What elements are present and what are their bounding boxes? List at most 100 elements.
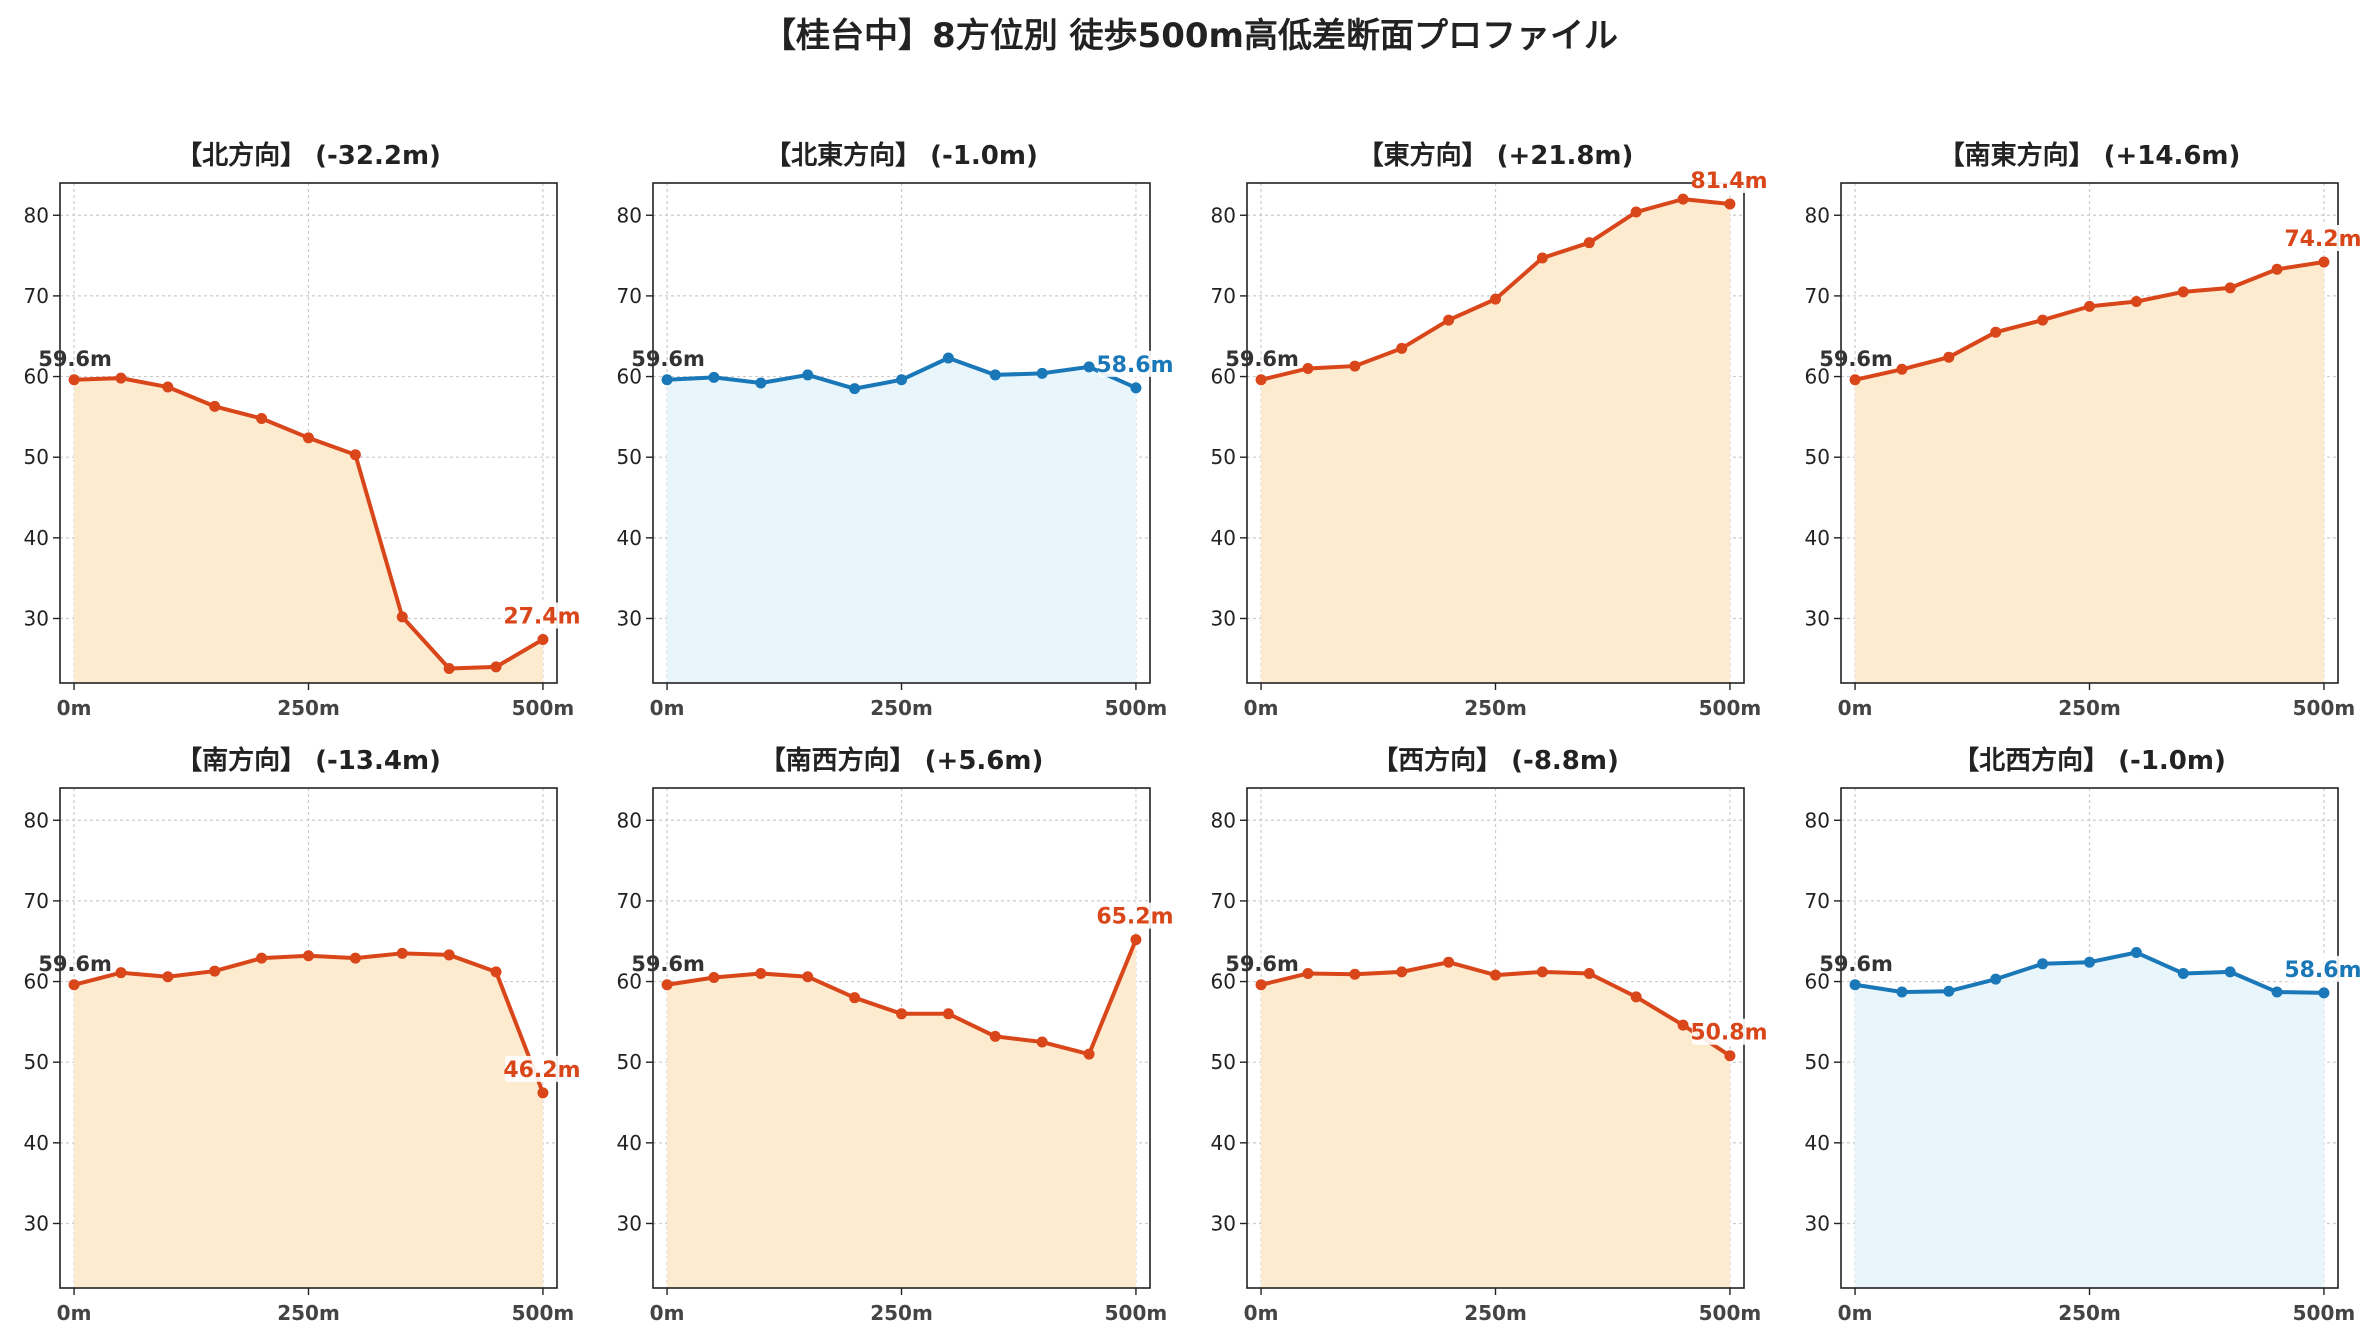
data-point [349,449,361,461]
data-point [1130,382,1142,394]
y-tick-label: 50 [617,445,642,469]
y-tick-label: 60 [1211,970,1236,994]
data-point [2084,956,2095,968]
y-tick-label: 70 [1805,889,1830,913]
data-point [896,374,907,386]
y-tick-label: 40 [1211,1131,1236,1155]
x-tick-label: 500m [512,696,575,720]
data-point [349,952,361,964]
data-point [661,979,673,991]
y-tick-label: 70 [24,889,49,913]
data-point [989,369,1001,381]
data-point [537,633,549,645]
start-label: 59.6m [1819,952,1893,976]
data-point [2318,987,2330,999]
data-point [443,949,455,961]
chart-panel-5: 【南方向】 (-13.4m) 30 40 50 60 70 80 0m 250m 500m 59.6… [24,745,581,1325]
data-point [1396,966,1408,978]
elevation-area [1855,262,2324,683]
x-tick-label: 0m [57,696,92,720]
end-label: 58.6m [1096,353,1173,378]
x-tick-label: 500m [2293,696,2356,720]
chart-panel-8: 【北西方向】 (-1.0m) 30 40 50 60 70 80 0m 250m 500m 59.6… [1805,745,2362,1325]
x-tick-label: 250m [1464,1301,1527,1325]
y-tick-label: 50 [617,1050,642,1074]
data-point [755,377,767,389]
data-point [1130,934,1142,946]
x-tick-label: 250m [870,1301,933,1325]
x-tick-label: 0m [1838,1301,1873,1325]
data-point [1302,967,1314,979]
elevation-area [667,358,1136,683]
data-point [1849,374,1861,386]
data-point [1724,198,1736,210]
y-tick-label: 60 [617,970,642,994]
data-point [115,372,127,384]
x-tick-label: 250m [277,696,340,720]
data-point [1083,361,1095,373]
y-tick-label: 30 [24,606,49,630]
y-tick-label: 80 [1805,808,1830,832]
data-point [1583,967,1595,979]
x-tick-label: 0m [1838,696,1873,720]
y-tick-label: 70 [617,284,642,308]
y-tick-label: 40 [617,1131,642,1155]
data-point [396,611,408,623]
x-tick-label: 0m [650,1301,685,1325]
y-tick-label: 40 [1805,1131,1830,1155]
data-point [1536,966,1548,978]
x-tick-label: 250m [870,696,933,720]
data-point [2037,958,2049,970]
elevation-area [74,953,543,1288]
data-point [1630,206,1642,218]
y-tick-label: 70 [1211,284,1236,308]
chart-title: 【東方向】 (+21.8m) [1358,140,1634,171]
chart-panel-6: 【南西方向】 (+5.6m) 30 40 50 60 70 80 0m 250m 500m 59.6… [617,745,1174,1325]
y-tick-label: 30 [617,606,642,630]
data-point [256,952,268,964]
data-point [1583,237,1595,249]
data-point [942,1008,954,1020]
data-point [1724,1050,1736,1062]
x-tick-label: 500m [512,1301,575,1325]
y-tick-label: 80 [617,808,642,832]
data-point [942,352,954,364]
data-point [896,1008,907,1020]
x-tick-label: 250m [1464,696,1527,720]
y-tick-label: 70 [24,284,49,308]
end-label: 58.6m [2284,958,2361,983]
chart-panel-7: 【西方向】 (-8.8m) 30 40 50 60 70 80 0m 250m 500m 59.6m… [1211,745,1768,1325]
y-tick-label: 40 [1211,526,1236,550]
y-tick-label: 60 [1211,365,1236,389]
data-point [1536,252,1548,264]
y-tick-label: 40 [1805,526,1830,550]
elevation-area [667,939,1136,1288]
data-point [2130,947,2142,959]
y-tick-label: 60 [24,970,49,994]
end-label-box [1691,166,1766,193]
y-tick-label: 50 [1211,445,1236,469]
end-label-box [504,1055,579,1082]
data-point [68,979,80,991]
y-tick-label: 80 [1805,203,1830,227]
data-point [162,381,174,393]
data-point [1302,362,1314,374]
chart-panel-2: 【北東方向】 (-1.0m) 30 40 50 60 70 80 0m 250m 500m 59.6… [617,140,1174,720]
data-point [303,432,314,444]
x-tick-label: 0m [1244,696,1279,720]
y-tick-label: 60 [1805,970,1830,994]
y-tick-label: 80 [617,203,642,227]
data-point [209,400,221,412]
data-point [1490,293,1501,305]
data-point [1255,374,1267,386]
data-point [2271,263,2283,275]
y-tick-label: 50 [1805,445,1830,469]
data-point [209,965,221,977]
y-tick-label: 80 [24,808,49,832]
data-point [802,971,814,983]
x-tick-label: 0m [650,696,685,720]
y-tick-label: 70 [617,889,642,913]
data-point [68,374,80,386]
data-point [1443,314,1455,326]
